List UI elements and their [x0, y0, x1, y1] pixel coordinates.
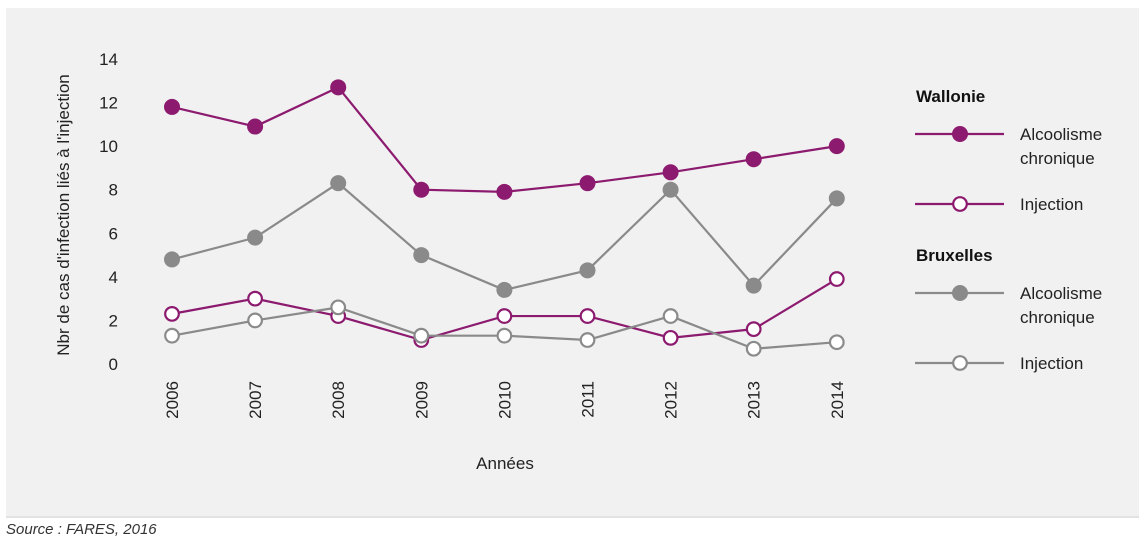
x-tick-label: 2007 — [246, 381, 265, 419]
legend-marker — [952, 196, 968, 212]
data-point — [662, 308, 679, 324]
x-tick-label: 2014 — [828, 381, 847, 419]
legend-marker — [952, 355, 968, 371]
data-point — [579, 308, 596, 324]
y-tick-label: 8 — [109, 181, 118, 200]
data-point — [828, 334, 845, 351]
y-tick-label: 2 — [109, 311, 118, 330]
top-strip — [0, 0, 1145, 6]
data-point — [164, 327, 180, 344]
source-note: Source : FARES, 2016 — [6, 521, 157, 538]
data-point — [413, 327, 430, 344]
series-line — [171, 85, 837, 193]
legend-group-title: Wallonie — [916, 87, 985, 106]
y-tick-label: 0 — [109, 355, 118, 374]
data-point — [330, 79, 347, 96]
legend-label: chronique — [1020, 308, 1095, 327]
data-point — [745, 340, 762, 357]
data-point — [579, 175, 596, 192]
y-axis-label: Nbr de cas d'infection liés à l'injectio… — [54, 74, 73, 355]
legend-marker — [952, 126, 968, 142]
x-tick-label: 2009 — [412, 381, 431, 419]
data-point — [662, 181, 679, 198]
series-layer — [164, 79, 845, 357]
data-point — [579, 262, 596, 279]
legend-label: chronique — [1020, 149, 1095, 168]
legend-label: Alcoolisme — [1020, 284, 1102, 303]
x-tick-label: 2008 — [329, 381, 348, 419]
y-tick-label: 6 — [109, 224, 118, 243]
data-point — [745, 321, 762, 338]
y-tick-label: 10 — [99, 137, 118, 156]
data-point — [164, 98, 180, 115]
data-point — [330, 299, 347, 316]
data-point — [496, 327, 513, 344]
data-point — [662, 329, 679, 346]
data-point — [247, 312, 264, 329]
x-tick-label: 2013 — [745, 381, 764, 419]
y-tick-label: 14 — [99, 50, 118, 69]
data-point — [496, 308, 513, 324]
x-tick-label: 2011 — [579, 381, 598, 418]
data-point — [828, 190, 845, 207]
data-point — [247, 229, 264, 246]
series-bruxelles-injection — [164, 299, 845, 357]
data-point — [496, 183, 513, 200]
legend-group-title: Bruxelles — [916, 246, 993, 265]
series-bruxelles-alcoolisme — [164, 175, 845, 298]
legend-marker — [952, 285, 968, 301]
x-tick-label: 2012 — [662, 381, 681, 419]
data-point — [247, 118, 264, 135]
data-point — [579, 332, 596, 348]
data-point — [662, 164, 679, 181]
data-point — [164, 251, 180, 268]
x-axis-ticks: 2006 2007 2008 2009 2010 2011 2012 2013 2014 — [163, 381, 847, 419]
data-point — [247, 290, 264, 307]
legend: Wallonie Alcoolisme chronique Injection Brux… — [915, 87, 1102, 373]
y-axis-ticks: 0 2 4 6 8 10 12 14 — [99, 50, 118, 374]
x-tick-label: 2010 — [495, 381, 514, 419]
x-axis-label: Années — [476, 454, 534, 473]
data-point — [745, 277, 762, 294]
data-point — [828, 138, 845, 155]
data-point — [164, 305, 180, 322]
legend-label: Injection — [1020, 195, 1083, 214]
x-tick-label: 2006 — [163, 381, 182, 419]
series-wallonie-alcoolisme — [164, 79, 845, 200]
data-point — [745, 151, 762, 168]
data-point — [828, 271, 845, 287]
data-point — [330, 175, 347, 192]
y-tick-label: 12 — [99, 94, 118, 113]
data-point — [413, 247, 430, 264]
legend-label: Alcoolisme — [1020, 125, 1102, 144]
chart-panel — [6, 8, 1139, 518]
legend-label: Injection — [1020, 354, 1083, 373]
y-tick-label: 4 — [109, 268, 118, 287]
data-point — [413, 181, 430, 198]
data-point — [496, 281, 513, 298]
